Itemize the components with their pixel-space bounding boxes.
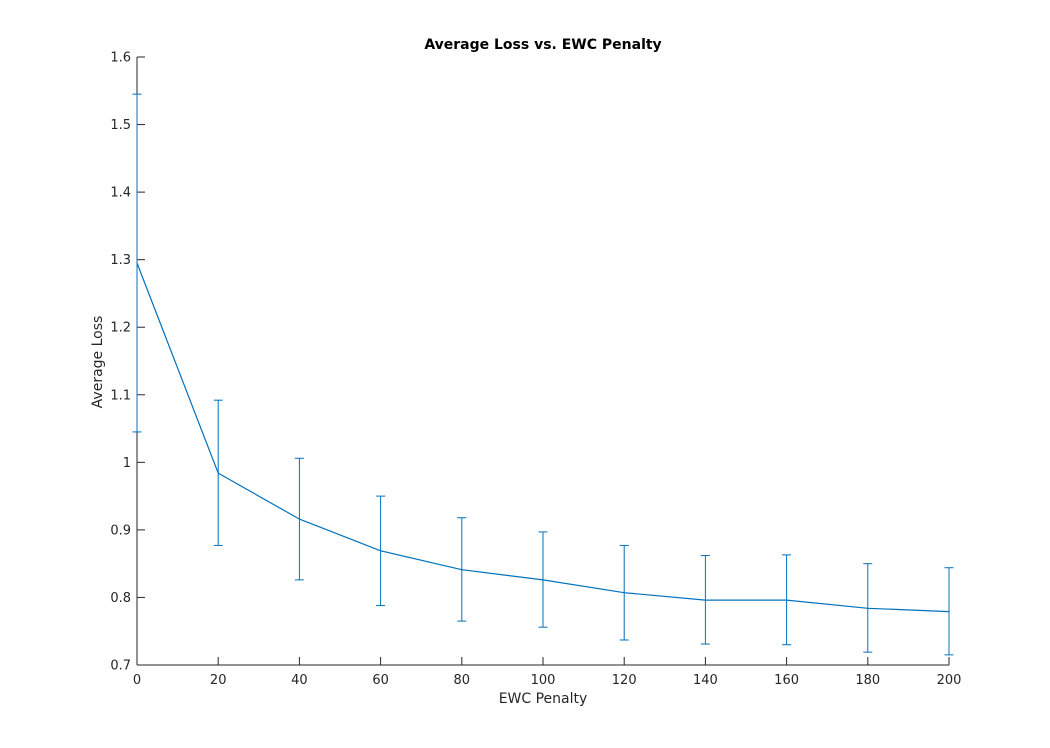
x-axis-label: EWC Penalty: [499, 691, 588, 707]
y-tick-label: 1.2: [110, 321, 131, 336]
x-tick-label: 60: [372, 673, 389, 688]
y-tick-label: 1.3: [110, 253, 131, 268]
y-tick-label: 0.9: [110, 523, 131, 538]
y-tick-label: 1.1: [110, 388, 131, 403]
y-tick-label: 1: [123, 456, 131, 471]
x-tick-label: 40: [291, 673, 308, 688]
x-tick-label: 100: [531, 673, 556, 688]
y-tick-label: 0.7: [110, 659, 131, 674]
x-tick-label: 200: [937, 673, 962, 688]
x-tick-label: 180: [855, 673, 880, 688]
y-tick-label: 0.8: [110, 591, 131, 606]
y-axis-label: Average Loss: [90, 316, 106, 409]
x-tick-label: 80: [454, 673, 471, 688]
x-tick-label: 120: [612, 673, 637, 688]
plot-area: 0 20 40 60 80 100 120 140 160 180 200 0.7 0.8 0.9 1 1.1…: [110, 51, 961, 689]
x-tick-label: 0: [133, 673, 141, 688]
x-tick-label: 20: [210, 673, 227, 688]
x-tick-label: 160: [774, 673, 799, 688]
y-tick-label: 1.5: [110, 118, 131, 133]
y-tick-label: 1.4: [110, 186, 131, 201]
x-tick-label: 140: [693, 673, 718, 688]
y-tick-label: 1.6: [110, 51, 131, 66]
chart-title: Average Loss vs. EWC Penalty: [424, 37, 661, 53]
